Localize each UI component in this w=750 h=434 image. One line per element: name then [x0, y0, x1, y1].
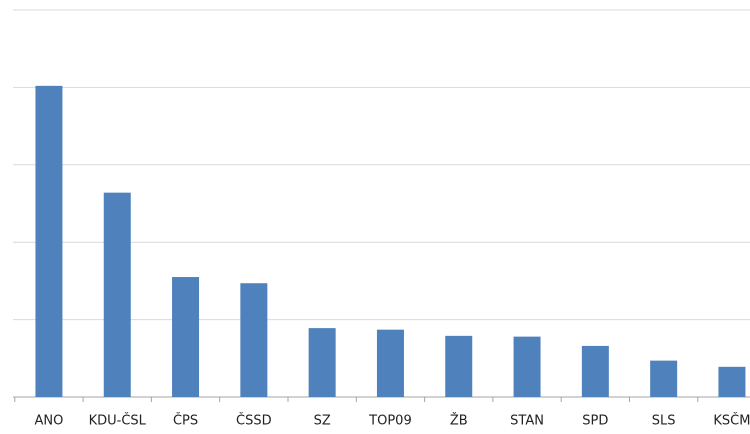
bar [35, 85, 63, 398]
bar [650, 360, 678, 397]
x-tick-label: KSČM [713, 413, 750, 429]
bar [718, 366, 746, 397]
bar [376, 329, 404, 397]
x-tick-label: ANO [35, 414, 64, 429]
bar [103, 192, 131, 397]
x-tick-label: KDU-ČSL [89, 413, 147, 429]
x-tick-label: SZ [314, 414, 331, 429]
x-tick-label: ČSSD [236, 413, 272, 429]
bar [240, 283, 268, 397]
x-tick-label: SLS [652, 414, 676, 429]
bar [308, 328, 336, 397]
x-tick-label: SPD [582, 414, 608, 429]
x-tick-label: STAN [510, 414, 544, 429]
bar [581, 345, 609, 397]
bar [172, 277, 200, 397]
x-tick-label: ŽB [450, 413, 468, 429]
bar [445, 335, 473, 397]
bar [513, 336, 541, 397]
x-tick-label: TOP09 [368, 414, 412, 429]
x-tick-label: ČPS [173, 413, 198, 429]
